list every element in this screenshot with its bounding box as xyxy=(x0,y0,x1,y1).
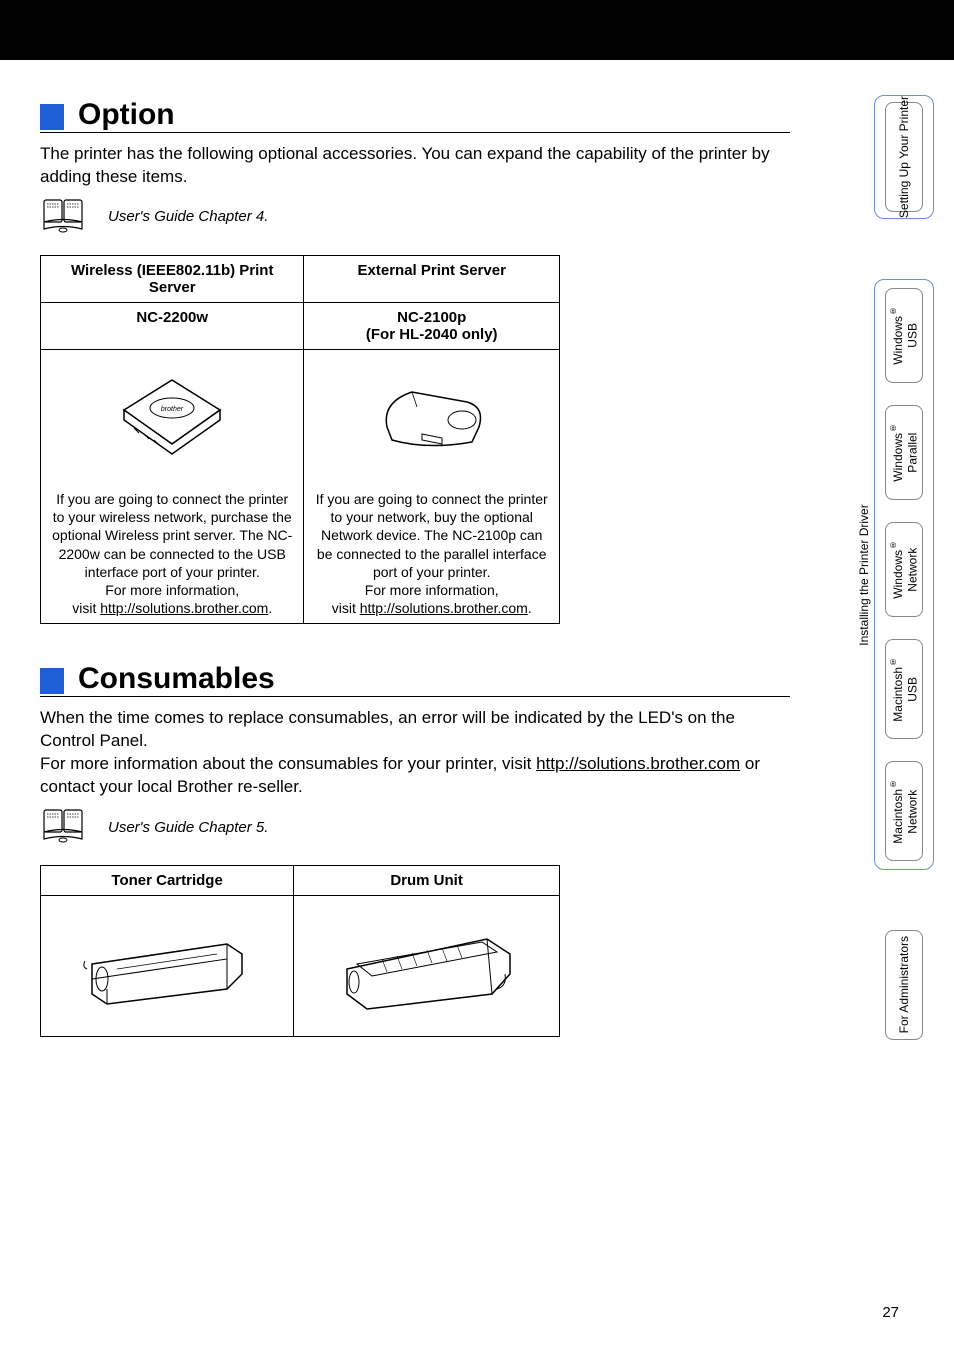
tab-label: For Administrators xyxy=(897,936,911,1033)
wireless-server-image: brother xyxy=(51,356,293,490)
tab-label: Windows®Network xyxy=(888,540,920,599)
nc2100p-label: NC-2100p xyxy=(397,309,466,326)
consumables-intro-line2-pre: For more information about the consumabl… xyxy=(40,754,536,773)
driver-group-label: Installing the Printer Driver xyxy=(857,504,871,645)
top-header-bar xyxy=(0,0,954,60)
tab-label: Windows®Parallel xyxy=(888,423,920,482)
table-row: NC-2200w NC-2100p (For HL-2040 only) xyxy=(41,302,560,349)
tab-label: Macintosh®Network xyxy=(888,779,920,844)
table-row: Toner Cartridge Drum Unit xyxy=(41,866,560,896)
svg-text:brother: brother xyxy=(161,406,184,413)
consumables-heading-row: Consumables xyxy=(40,664,790,697)
external-server-image xyxy=(314,356,549,490)
tab-label: Macintosh®USB xyxy=(888,657,920,722)
table-row: brother If you are going to connect the … xyxy=(41,349,560,624)
col1-more-info: For more information, xyxy=(105,582,239,598)
main-content: Option The printer has the following opt… xyxy=(0,60,830,1037)
option-col1-body: brother If you are going to connect the … xyxy=(41,349,304,624)
page-number: 27 xyxy=(882,1304,899,1321)
consumables-guide-text: User's Guide Chapter 5. xyxy=(108,819,268,836)
tab-setting-up[interactable]: Setting Up Your Printer xyxy=(885,102,923,212)
option-col1-header2: NC-2200w xyxy=(41,302,304,349)
col1-period: . xyxy=(268,600,272,616)
toner-header: Toner Cartridge xyxy=(41,866,294,896)
heading-accent-block xyxy=(40,668,64,694)
drum-header: Drum Unit xyxy=(294,866,560,896)
col1-body-text: If you are going to connect the printer … xyxy=(52,491,292,580)
solutions-link[interactable]: http://solutions.brother.com xyxy=(360,600,528,616)
option-col2-body: If you are going to connect the printer … xyxy=(304,349,560,624)
tab-administrators[interactable]: For Administrators xyxy=(885,930,923,1040)
consumables-heading: Consumables xyxy=(78,664,275,694)
tab-group-driver: Installing the Printer Driver Windows®US… xyxy=(874,279,934,870)
tab-label: Setting Up Your Printer xyxy=(897,96,911,218)
col1-visit: visit xyxy=(72,600,100,616)
table-row: Wireless (IEEE802.11b) Print Server Exte… xyxy=(41,255,560,302)
tab-mac-usb[interactable]: Macintosh®USB xyxy=(885,639,923,739)
tab-windows-parallel[interactable]: Windows®Parallel xyxy=(885,405,923,500)
consumables-intro: When the time comes to replace consumabl… xyxy=(40,707,790,799)
option-intro: The printer has the following optional a… xyxy=(40,143,790,189)
solutions-link[interactable]: http://solutions.brother.com xyxy=(100,600,268,616)
option-table: Wireless (IEEE802.11b) Print Server Exte… xyxy=(40,255,560,625)
option-col2-header2: NC-2100p (For HL-2040 only) xyxy=(304,302,560,349)
option-col1-header1: Wireless (IEEE802.11b) Print Server xyxy=(41,255,304,302)
col2-visit: visit xyxy=(332,600,360,616)
tab-windows-network[interactable]: Windows®Network xyxy=(885,522,923,617)
option-heading-row: Option xyxy=(40,100,790,133)
option-col2-header1: External Print Server xyxy=(304,255,560,302)
book-icon xyxy=(40,807,90,847)
drum-image-cell xyxy=(294,896,560,1037)
table-row xyxy=(41,896,560,1037)
book-icon xyxy=(40,197,90,237)
tab-label: Windows®USB xyxy=(888,306,920,365)
heading-accent-block xyxy=(40,104,64,130)
tab-group-setup: Setting Up Your Printer xyxy=(874,95,934,219)
col2-body-text: If you are going to connect the printer … xyxy=(316,491,548,580)
toner-image-cell xyxy=(41,896,294,1037)
solutions-link[interactable]: http://solutions.brother.com xyxy=(536,754,740,773)
consumables-guide-row: User's Guide Chapter 5. xyxy=(40,807,790,847)
col2-more-info: For more information, xyxy=(365,582,499,598)
consumables-table: Toner Cartridge Drum Unit xyxy=(40,865,560,1037)
nc2100p-note: (For HL-2040 only) xyxy=(366,326,498,343)
col2-period: . xyxy=(528,600,532,616)
consumables-intro-line1: When the time comes to replace consumabl… xyxy=(40,708,735,750)
side-tabs: Setting Up Your Printer Installing the P… xyxy=(874,95,934,1040)
tab-windows-usb[interactable]: Windows®USB xyxy=(885,288,923,383)
option-heading: Option xyxy=(78,100,175,130)
tab-mac-network[interactable]: Macintosh®Network xyxy=(885,761,923,861)
option-guide-row: User's Guide Chapter 4. xyxy=(40,197,790,237)
option-guide-text: User's Guide Chapter 4. xyxy=(108,208,268,225)
